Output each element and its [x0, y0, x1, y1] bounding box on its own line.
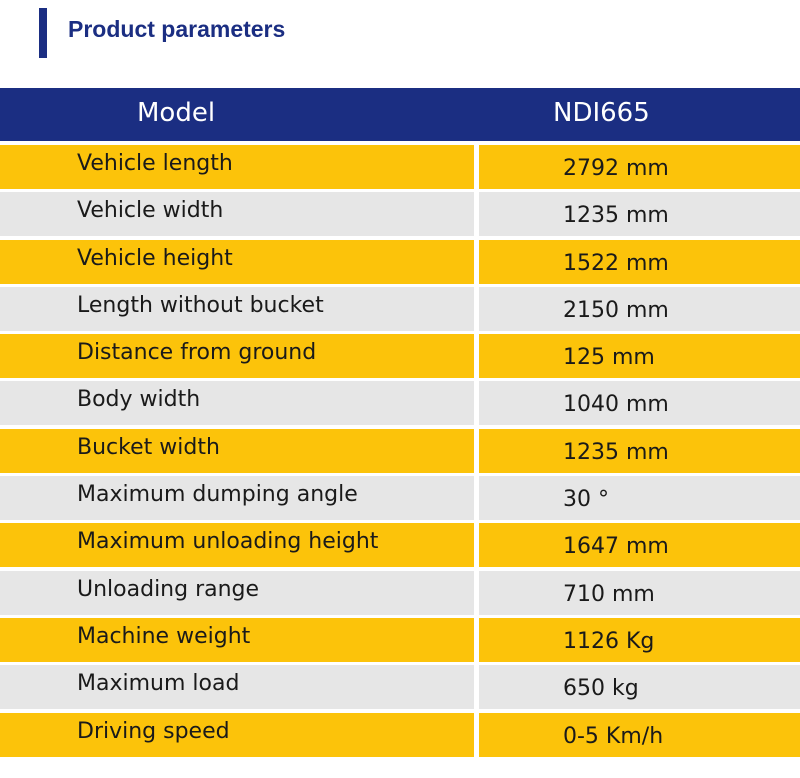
page-title: Product parameters: [68, 16, 286, 42]
param-value: 2150 mm: [479, 286, 800, 331]
param-value: 125 mm: [479, 334, 800, 379]
param-label: Body width: [0, 381, 474, 426]
param-value: 1235 mm: [479, 192, 800, 237]
header-model: Model: [137, 98, 216, 128]
param-label: Maximum dumping angle: [0, 476, 474, 521]
table-row: Maximum dumping angle 30 °: [0, 476, 800, 521]
param-value: 1040 mm: [479, 381, 800, 426]
param-label: Vehicle length: [0, 145, 474, 189]
table-row: Body width 1040 mm: [0, 381, 800, 426]
param-value: 1647 mm: [479, 523, 800, 568]
param-label: Length without bucket: [0, 286, 474, 331]
title-accent-bar: [39, 8, 47, 58]
param-value: 30 °: [479, 476, 800, 521]
param-label: Maximum load: [0, 665, 474, 710]
param-label: Machine weight: [0, 617, 474, 662]
param-value: 1235 mm: [479, 428, 800, 473]
parameter-table: Vehicle length 2792 mm Vehicle width 1235 m…: [0, 145, 800, 760]
param-value: 1126 Kg: [479, 617, 800, 662]
param-label: Maximum unloading height: [0, 523, 474, 568]
table-row: Maximum load 650 kg: [0, 665, 800, 710]
param-value: 0-5 Km/h: [479, 712, 800, 757]
header-model-value: NDI665: [553, 98, 650, 128]
table-row: Machine weight 1126 Kg: [0, 617, 800, 662]
param-value: 1522 mm: [479, 239, 800, 284]
param-label: Vehicle height: [0, 239, 474, 284]
table-row: Maximum unloading height 1647 mm: [0, 523, 800, 568]
table-row: Vehicle width 1235 mm: [0, 192, 800, 237]
table-row: Bucket width 1235 mm: [0, 428, 800, 473]
param-label: Distance from ground: [0, 334, 474, 379]
table-row: Driving speed 0-5 Km/h: [0, 712, 800, 757]
param-label: Bucket width: [0, 428, 474, 473]
table-row: Unloading range 710 mm: [0, 570, 800, 615]
param-value: 2792 mm: [479, 145, 800, 189]
param-value: 650 kg: [479, 665, 800, 710]
param-label: Vehicle width: [0, 192, 474, 237]
param-value: 710 mm: [479, 570, 800, 615]
table-row: Vehicle height 1522 mm: [0, 239, 800, 284]
param-label: Driving speed: [0, 712, 474, 757]
param-label: Unloading range: [0, 570, 474, 615]
table-header: Model NDI665: [0, 88, 800, 141]
table-row: Distance from ground 125 mm: [0, 334, 800, 379]
table-row: Vehicle length 2792 mm: [0, 145, 800, 189]
table-row: Length without bucket 2150 mm: [0, 286, 800, 331]
